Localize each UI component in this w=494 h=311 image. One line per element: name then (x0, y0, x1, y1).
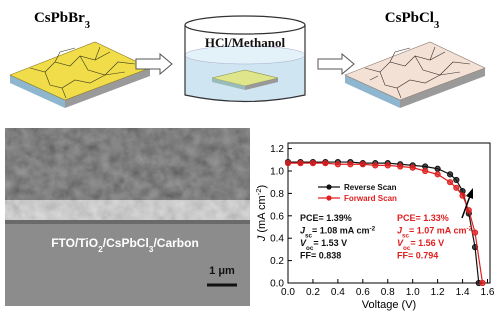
text-part: = 1.53 V (313, 238, 347, 248)
data-point (454, 185, 459, 190)
data-point (373, 163, 378, 168)
text-part: = 1.56 V (410, 238, 444, 248)
x-tick-label: 1.6 (481, 287, 494, 298)
text-part: ) (256, 185, 268, 189)
x-tick-label: 0.4 (331, 287, 345, 298)
data-point (348, 162, 353, 167)
text-part: = 1.08 mA cm (312, 226, 369, 236)
data-point (447, 180, 452, 185)
text-part: (mA cm (256, 195, 268, 235)
text-part: -2 (466, 225, 472, 232)
text-part: = 1.07 mA cm (409, 226, 466, 236)
text-part: Voltage (V) (362, 299, 416, 311)
y-tick-label: 1.0 (270, 167, 284, 178)
y-tick-label: 0.4 (270, 234, 284, 245)
annotation: PCE= 1.33% (397, 213, 449, 223)
x-tick-label: 0.8 (381, 287, 395, 298)
legend-marker (326, 184, 331, 189)
y-tick-label: 0.6 (270, 211, 284, 222)
legend-label: Forward Scan (344, 194, 397, 203)
solution-label: HCl/Methanol (205, 35, 286, 50)
data-point (410, 165, 415, 170)
left-slab (10, 42, 150, 108)
data-point (435, 172, 440, 177)
y-axis-label: J (mA cm-2) (254, 185, 269, 242)
text-part: FTO/TiO (51, 236, 98, 250)
schematic: CsPbBr3 HCl/Methanol C (10, 10, 485, 108)
data-point (323, 161, 328, 166)
data-point (385, 163, 390, 168)
text-part: 3 (434, 20, 439, 31)
data-point (472, 230, 477, 235)
data-point (423, 168, 428, 173)
text-part: PCE= 1.39% (300, 213, 352, 223)
text-part: /Carbon (153, 236, 198, 250)
data-point (335, 162, 340, 167)
text-part: PCE= 1.33% (397, 213, 449, 223)
annotation: PCE= 1.39% (300, 213, 352, 223)
x-tick-label: 1.2 (431, 287, 445, 298)
y-tick-label: 0.0 (270, 279, 284, 290)
scale-bar-label: 1 μm (209, 265, 235, 277)
y-tick-label: 0.8 (270, 189, 284, 200)
data-point (298, 161, 303, 166)
data-point (285, 161, 290, 166)
data-point (435, 166, 440, 171)
text-part: FF= 0.838 (300, 251, 341, 261)
y-tick-label: 0.2 (270, 256, 284, 267)
x-tick-label: 0.2 (306, 287, 320, 298)
x-tick-label: 0.6 (356, 287, 370, 298)
arrow (318, 54, 354, 74)
text-part: -2 (254, 188, 263, 195)
data-point (454, 177, 459, 182)
text-part: CsPbBr (34, 10, 85, 26)
text-part: -2 (369, 225, 375, 232)
left-label: CsPbBr3 (34, 10, 90, 31)
sem-image: FTO/TiO2/CsPbCl3/Carbon 1 μm (5, 128, 250, 306)
y-tick-label: 1.2 (270, 144, 284, 155)
legend-marker (326, 195, 331, 200)
data-point (480, 280, 485, 285)
x-tick-label: 1.0 (406, 287, 420, 298)
right-slab (345, 42, 485, 108)
beaker: HCl/Methanol (185, 16, 305, 102)
text-part: FF= 0.794 (397, 251, 438, 261)
right-label: CsPbCl3 (385, 10, 439, 31)
legend-label: Reverse Scan (344, 183, 397, 192)
x-axis-label: Voltage (V) (362, 299, 416, 311)
data-point (360, 162, 365, 167)
text-part: CsPbCl (385, 10, 434, 26)
x-tick-label: 1.4 (456, 287, 470, 298)
text-part: /CsPbCl (103, 236, 149, 250)
annotation: FF= 0.794 (397, 251, 438, 261)
data-point (398, 164, 403, 169)
data-point (447, 172, 452, 177)
data-point (466, 208, 471, 213)
text-part: 3 (85, 20, 90, 31)
figure: CsPbBr3 HCl/Methanol C (0, 0, 494, 311)
annotation: FF= 0.838 (300, 251, 341, 261)
data-point (310, 161, 315, 166)
data-point (460, 193, 465, 198)
